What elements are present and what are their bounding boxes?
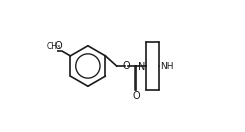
Text: O: O xyxy=(54,41,62,51)
Text: O: O xyxy=(122,61,130,71)
Text: O: O xyxy=(132,91,140,102)
Text: CH₃: CH₃ xyxy=(47,42,61,51)
Text: NH: NH xyxy=(160,62,173,70)
Text: N: N xyxy=(138,62,145,72)
